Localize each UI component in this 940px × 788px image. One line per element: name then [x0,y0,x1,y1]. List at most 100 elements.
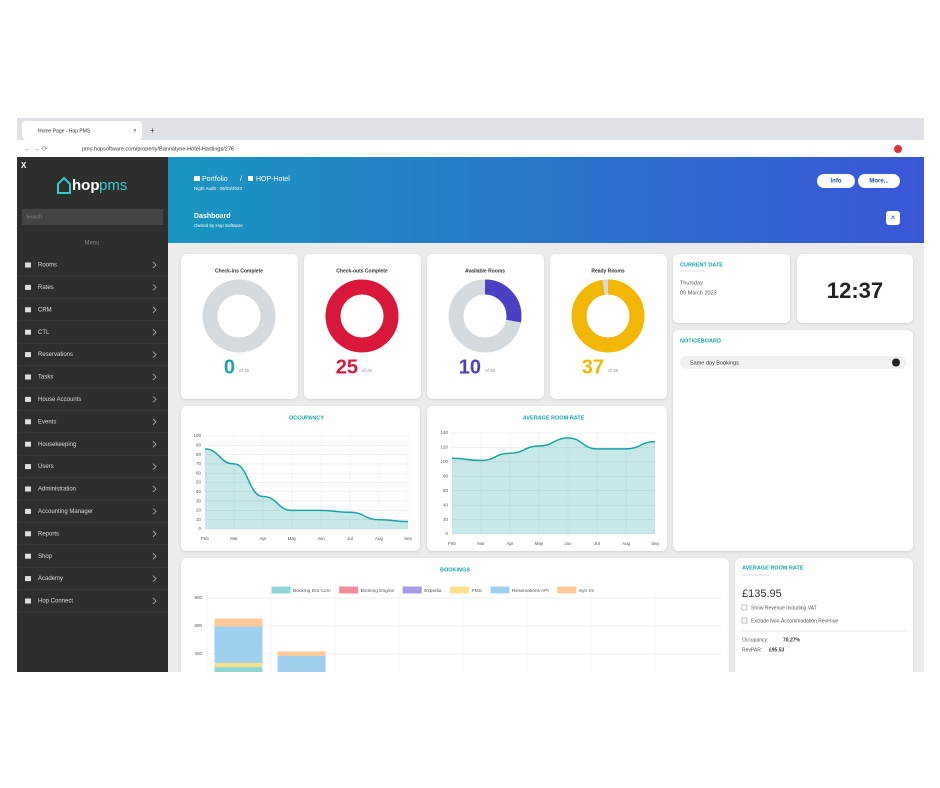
new-tab[interactable]: + [150,126,155,135]
address-bar [17,140,924,157]
menu-icon [25,396,31,402]
menu-item[interactable]: Rates [38,285,54,291]
line-area [452,438,655,534]
menu-item[interactable]: Reservations [38,352,73,358]
url[interactable]: pms.hopsoftware.com/property/Bannatyne-H… [82,146,234,152]
y-tick-label: 40 [443,502,449,507]
close-panel[interactable] [886,211,900,225]
y-tick-label: 60 [443,488,449,493]
menu-item[interactable]: Hop Connect [38,599,73,605]
x-tick-label: Mar [230,536,238,541]
legend-swatch[interactable] [450,586,470,594]
sidebar [17,157,168,672]
menu-item[interactable]: Events [38,419,56,425]
tab-close[interactable]: × [133,129,137,135]
y-tick-label: 20 [443,517,449,522]
chart-title: OCCUPANCY [289,415,324,421]
menu-item[interactable]: Housekeeping [38,442,76,448]
close-button[interactable]: X [21,161,27,170]
tab[interactable] [22,121,142,140]
legend-swatch[interactable] [490,586,510,594]
stat-value: 0 [224,356,235,378]
info-button[interactable] [817,174,855,188]
chevron [152,575,157,582]
chevron [152,418,157,426]
legend-swatch[interactable] [557,586,577,594]
menu-icon [25,508,31,514]
info-label: Info [831,179,842,185]
checkbox-label: Exclude Non-Accommodation Revenue [751,618,838,624]
of-word: of [485,368,490,373]
profile-icon[interactable] [894,145,902,153]
card [427,254,544,399]
chart-title: AVERAGE ROOM RATE [523,415,585,421]
notice-badge [892,358,900,367]
legend-label: Booking Engine [361,588,395,594]
breadcrumb: Portfolio [202,176,228,183]
legend-swatch[interactable] [339,586,359,594]
notice-title: NOTICEBOARD [680,338,721,344]
more-button[interactable] [858,174,900,188]
menu-item[interactable]: Tasks [38,375,53,381]
notice-item[interactable] [680,356,906,369]
menu-item[interactable]: Academy [38,576,63,582]
menu-item[interactable]: Administration [38,487,76,493]
x-tick-label: Aug [622,541,631,546]
x-tick-label: Feb [201,536,209,541]
x-tick-label: May [535,541,544,546]
search-box[interactable] [22,209,163,225]
header [168,157,924,243]
x-tick-label: May [288,536,297,541]
x-tick-label: Jun [564,541,572,546]
menu-icon [25,464,31,470]
breadcrumb-sep: / [240,176,242,183]
menu-item[interactable]: Rooms [38,263,57,269]
y-tick-label: 600 [194,623,202,628]
legend-swatch[interactable] [402,586,422,594]
legend-swatch[interactable] [271,586,291,594]
menu-item[interactable]: CRM [38,307,52,313]
menu-item[interactable]: Reports [38,531,59,537]
home-icon [248,176,253,181]
stat-value: £95.53 [769,647,785,653]
nav-buttons[interactable]: ← → ⟳ [24,146,48,153]
menu-icon [25,598,31,604]
page-subtitle: Owned by Hop Software [194,223,243,228]
legend-label: Expedia [424,588,442,594]
of-word: of [608,368,613,373]
chevron [152,508,157,515]
total: 38 [613,368,619,373]
menu-item[interactable]: CTL [38,330,50,336]
donut-track [202,279,276,353]
y-tick-label: 800 [194,595,202,600]
x-tick-label: Jul [594,541,600,546]
y-tick-label: 400 [194,651,202,656]
checkbox[interactable] [741,604,748,611]
menu-item[interactable]: Accounting Manager [38,509,93,515]
chevron [152,396,157,403]
y-tick-label: 70 [196,461,202,466]
stat-total: of 19 [239,368,250,373]
total: 25 [367,368,373,373]
tab-title: Home Page - Hop PMS [38,128,91,134]
legend-label: PMS [472,588,482,594]
stat-title: Check-ins Complete [215,268,263,274]
menu-icon [25,419,31,425]
y-tick-label: 90 [196,442,202,447]
checkbox[interactable] [741,617,748,624]
bar-segment [277,651,326,656]
line [451,437,656,462]
y-tick-label: 10 [196,517,202,522]
of-word: of [362,368,367,373]
card [181,254,298,399]
menu-item[interactable]: House Accounts [38,397,81,403]
x-tick-label: Apr [506,541,514,546]
menu-icon [25,531,31,537]
menu-icon [25,352,31,358]
menu-item[interactable]: Shop [38,554,53,560]
menu-item[interactable]: Users [38,464,54,470]
folder-icon [194,176,200,181]
y-tick-label: 50 [196,480,202,485]
date-day: Thursday [680,280,703,286]
chart-title: BOOKINGS [440,567,470,573]
